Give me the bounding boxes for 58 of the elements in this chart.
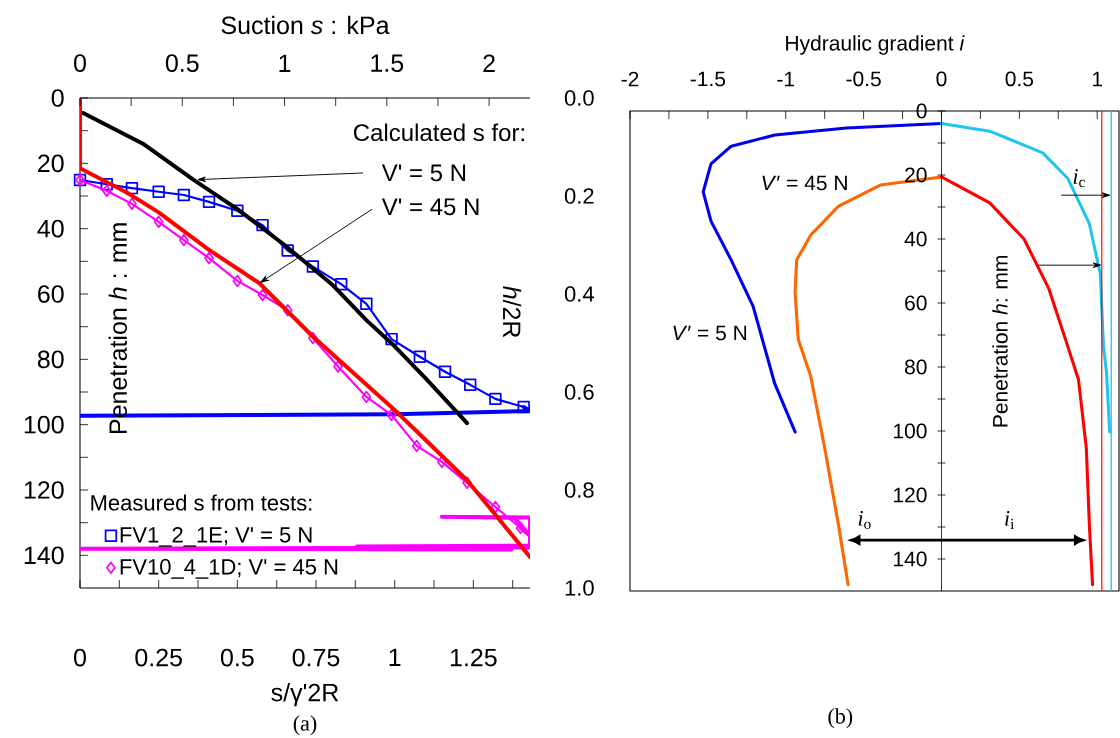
y2-tick-label: 0.0 xyxy=(564,90,594,106)
y-tick-label: 140 xyxy=(24,546,64,565)
y-tick-label: 0 xyxy=(916,103,927,119)
annotation: Calculated s for: xyxy=(353,123,524,142)
y-tick-label: 20 xyxy=(38,154,64,173)
x-tick-label: -2 xyxy=(621,71,639,87)
y2-tick-label: 0.6 xyxy=(564,384,594,400)
x-tick-label: -1 xyxy=(777,71,795,87)
x-tick-label: 0 xyxy=(74,648,86,667)
x2-tick-label: 0 xyxy=(74,54,86,72)
y-tick-label: 60 xyxy=(38,285,64,303)
x2-tick-label: 1.5 xyxy=(371,54,404,72)
y-tick-label: 0 xyxy=(51,89,64,107)
y-tick-label: 60 xyxy=(905,295,927,311)
x-axis-title: Hydraulic gradient i xyxy=(786,35,965,55)
x-tick-label: 0.25 xyxy=(135,648,182,667)
x2-tick-label: 1 xyxy=(279,54,291,72)
text: (b) xyxy=(828,708,853,729)
y-tick-label: 100 xyxy=(24,415,64,434)
y2-tick-label: 0.4 xyxy=(564,286,594,302)
y-tick-label: 120 xyxy=(24,481,64,499)
text: (a) xyxy=(293,715,317,736)
annotation: i$_{i}$ xyxy=(1005,510,1015,529)
legend-title: Measured s from tests: xyxy=(91,494,312,511)
x2-tick-label: 2 xyxy=(483,54,495,72)
y2-tick-label: 0.8 xyxy=(564,482,594,498)
annotation: i$_{c}$ xyxy=(1073,169,1085,188)
legend-label: FV10_4_1D; V' = 45 N xyxy=(120,559,338,579)
y-tick-label: 140 xyxy=(894,551,927,567)
x-tick-label: 1 xyxy=(1092,71,1103,87)
y-tick-label: 120 xyxy=(894,487,927,503)
annotation: V′ = 45 N xyxy=(762,175,847,191)
y-tick-label: 40 xyxy=(904,231,927,247)
annotation: V' = 45 N xyxy=(381,198,479,216)
annotation: V′ = 5 N xyxy=(673,325,747,341)
x-tick-label: 1 xyxy=(389,648,401,666)
y-tick-label: 80 xyxy=(905,359,927,375)
x2-axis-title: Suction s : kPa xyxy=(221,15,390,35)
y-tick-label: 100 xyxy=(894,423,927,439)
x-axis-title: s/γ'2R xyxy=(271,683,339,707)
x-tick-label: -1.5 xyxy=(690,71,726,87)
x-tick-label: 1.25 xyxy=(450,648,497,667)
annotation: V' = 5 N xyxy=(381,164,466,182)
x-tick-label: 0.75 xyxy=(292,648,340,667)
x-tick-label: 0.5 xyxy=(1005,71,1034,87)
x-tick-label: -0.5 xyxy=(846,71,881,87)
y2-tick-label: 0.2 xyxy=(564,188,594,204)
x-tick-label: 0 xyxy=(936,71,947,87)
y-tick-label: 80 xyxy=(37,350,64,369)
y2-tick-label: 1.0 xyxy=(565,580,594,596)
legend-label: FV1_2_1E; V' = 5 N xyxy=(120,527,312,547)
y-axis-title: Penetration h : mm xyxy=(108,223,127,434)
y-tick-label: 40 xyxy=(37,219,64,238)
y2-axis-title: h/2R xyxy=(502,286,522,338)
annotation: i$_{o}$ xyxy=(858,510,871,530)
x-tick-label: 0.5 xyxy=(220,648,254,667)
y-axis-title: Penetration h: mm xyxy=(992,256,1008,427)
x2-tick-label: 0.5 xyxy=(165,54,199,72)
